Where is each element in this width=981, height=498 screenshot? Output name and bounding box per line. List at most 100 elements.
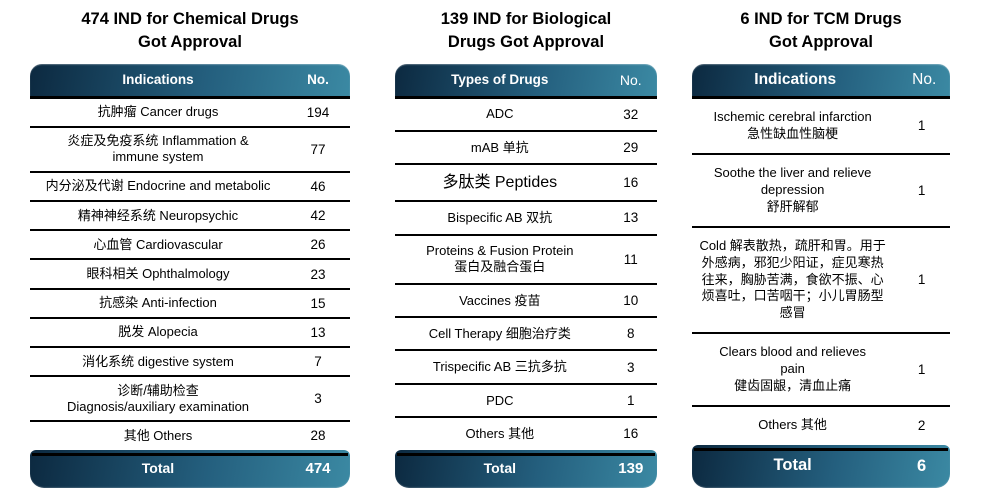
table-row: Soothe the liver and relieve depression … — [692, 152, 950, 226]
row-value: 46 — [310, 178, 326, 194]
row-label: 其他 Others — [123, 427, 193, 443]
row-label: 眼科相关 Ophthalmology — [86, 266, 230, 282]
row-label: Bispecific AB 双抗 — [447, 209, 553, 225]
table-row: 内分泌及代谢 Endocrine and metabolic 46 — [30, 170, 350, 200]
chemical-table-header: Indications No. — [30, 63, 350, 99]
table-row: Vaccines 疫苗 10 — [395, 282, 657, 316]
row-value: 13 — [310, 324, 326, 340]
tcm-table: Indications No. Ischemic cerebral infarc… — [692, 63, 950, 488]
row-value: 11 — [623, 251, 638, 267]
row-label: Cold 解表散热，疏肝和胃。用于外感病，邪犯少阳证，症见寒热往来，胸胁苦满，食… — [699, 238, 886, 320]
row-value: 42 — [310, 208, 326, 224]
row-value: 3 — [314, 391, 322, 407]
chemical-total-row: Total 474 — [30, 449, 350, 488]
biological-table-title: 139 IND for Biological Drugs Got Approva… — [440, 10, 612, 51]
table-row: Clears blood and relieves pain 健齿固龈，清血止痛… — [692, 331, 950, 405]
row-label: 心血管 Cardiovascular — [93, 236, 223, 252]
total-label: Total — [773, 456, 812, 475]
row-value: 16 — [623, 175, 639, 191]
row-value: 23 — [310, 266, 326, 282]
table-row: 眼科相关 Ophthalmology 23 — [30, 258, 350, 287]
table-row: Bispecific AB 双抗 13 — [395, 200, 657, 233]
table-row: Cell Therapy 细胞治疗类 8 — [395, 316, 657, 349]
table-row: Cold 解表散热，疏肝和胃。用于外感病，邪犯少阳证，症见寒热往来，胸胁苦满，食… — [692, 225, 950, 332]
row-label: 脱发 Alopecia — [118, 324, 198, 340]
row-value: 194 — [306, 104, 330, 120]
row-label: 炎症及免疫系统 Inflammation & immune system — [67, 133, 249, 165]
row-label: Clears blood and relieves pain 健齿固龈，清血止痛 — [719, 344, 866, 393]
table-row: Trispecific AB 三抗多抗 3 — [395, 349, 657, 382]
table-row: 抗肿瘤 Cancer drugs 194 — [30, 99, 350, 126]
row-label: Trispecific AB 三抗多抗 — [432, 359, 567, 375]
row-value: 10 — [623, 292, 639, 308]
table-row: Others 其他 16 — [395, 416, 657, 449]
total-value: 6 — [917, 456, 927, 475]
row-label: PDC — [486, 392, 514, 408]
table-row: ADC 32 — [395, 99, 657, 130]
biological-table-body: ADC 32 mAB 单抗 29 多肽类 Peptides 16 Bispecific AB… — [395, 99, 657, 450]
chemical-table-title: 474 IND for Chemical Drugs Got Approval — [81, 10, 299, 51]
row-value: 29 — [623, 140, 639, 156]
row-value: 13 — [623, 210, 639, 226]
row-label: Others 其他 — [758, 417, 827, 433]
biological-table: Types of Drugs No. ADC 32 mAB 单抗 29 多肽类 Pept… — [395, 63, 657, 488]
row-label: Cell Therapy 细胞治疗类 — [428, 325, 571, 341]
row-label: Proteins & Fusion Protein 蛋白及融合蛋白 — [426, 243, 574, 275]
chemical-table: Indications No. 抗肿瘤 Cancer drugs 194 炎症及免疫… — [30, 63, 350, 488]
row-value: 1 — [917, 272, 926, 288]
row-label: Vaccines 疫苗 — [459, 292, 541, 308]
table-row: Others 其他 2 — [692, 404, 950, 445]
table-row: 心血管 Cardiovascular 26 — [30, 229, 350, 258]
row-value: 3 — [627, 359, 635, 375]
biological-table-header: Types of Drugs No. — [395, 63, 657, 99]
table-row: 其他 Others 28 — [30, 420, 350, 449]
table-row: 多肽类 Peptides 16 — [395, 163, 657, 200]
row-value: 16 — [623, 426, 639, 442]
table-row: 脱发 Alopecia 13 — [30, 316, 350, 346]
row-label: mAB 单抗 — [470, 139, 529, 155]
row-label: 消化系统 digestive system — [82, 353, 234, 369]
row-value: 1 — [627, 392, 635, 408]
column-header-no: No. — [912, 70, 937, 88]
row-value: 7 — [314, 354, 322, 370]
column-header-types-of-drugs: Types of Drugs — [451, 72, 549, 88]
row-value: 26 — [310, 237, 326, 253]
table-row: Proteins & Fusion Protein 蛋白及融合蛋白 11 — [395, 233, 657, 283]
column-header-no: No. — [619, 71, 642, 88]
column-header-no: No. — [307, 72, 329, 88]
table-row: PDC 1 — [395, 382, 657, 416]
table-row: mAB 单抗 29 — [395, 129, 657, 163]
row-label: 精神神经系统 Neuropsychic — [77, 207, 239, 223]
row-value: 1 — [917, 361, 926, 377]
row-label: Others 其他 — [465, 425, 535, 441]
tcm-drugs-section: 6 IND for TCM Drugs Got Approval Indicat… — [692, 0, 950, 488]
total-value: 474 — [305, 460, 331, 478]
row-value: 28 — [310, 428, 326, 444]
column-header-indications: Indications — [122, 72, 194, 88]
chemical-table-body: 抗肿瘤 Cancer drugs 194 炎症及免疫系统 Inflammation … — [30, 99, 350, 450]
row-label: Soothe the liver and relieve depression … — [713, 165, 872, 214]
row-label: 诊断/辅助检查 Diagnosis/auxiliary examination — [66, 382, 250, 414]
chemical-drugs-section: 474 IND for Chemical Drugs Got Approval … — [30, 0, 350, 488]
biological-total-row: Total 139 — [395, 449, 657, 488]
row-value: 77 — [310, 141, 326, 157]
table-row: 消化系统 digestive system 7 — [30, 346, 350, 375]
row-value: 2 — [917, 418, 926, 434]
total-value: 139 — [618, 460, 644, 478]
row-value: 8 — [627, 326, 635, 342]
row-value: 1 — [917, 118, 926, 134]
row-label: 抗感染 Anti-infection — [99, 295, 217, 311]
tcm-table-body: Ischemic cerebral infarction 急性缺血性脑梗 1 Soo… — [692, 99, 950, 445]
row-value: 15 — [310, 295, 326, 311]
total-label: Total — [483, 459, 516, 476]
row-value: 32 — [623, 106, 639, 122]
row-label: 多肽类 Peptides — [442, 173, 558, 191]
row-label: Ischemic cerebral infarction 急性缺血性脑梗 — [713, 109, 872, 141]
table-row: Ischemic cerebral infarction 急性缺血性脑梗 1 — [692, 99, 950, 153]
row-label: 内分泌及代谢 Endocrine and metabolic — [45, 178, 271, 194]
tcm-table-header: Indications No. — [692, 63, 950, 99]
table-row: 精神神经系统 Neuropsychic 42 — [30, 200, 350, 229]
row-value: 1 — [917, 182, 926, 198]
column-header-indications: Indications — [754, 70, 837, 88]
